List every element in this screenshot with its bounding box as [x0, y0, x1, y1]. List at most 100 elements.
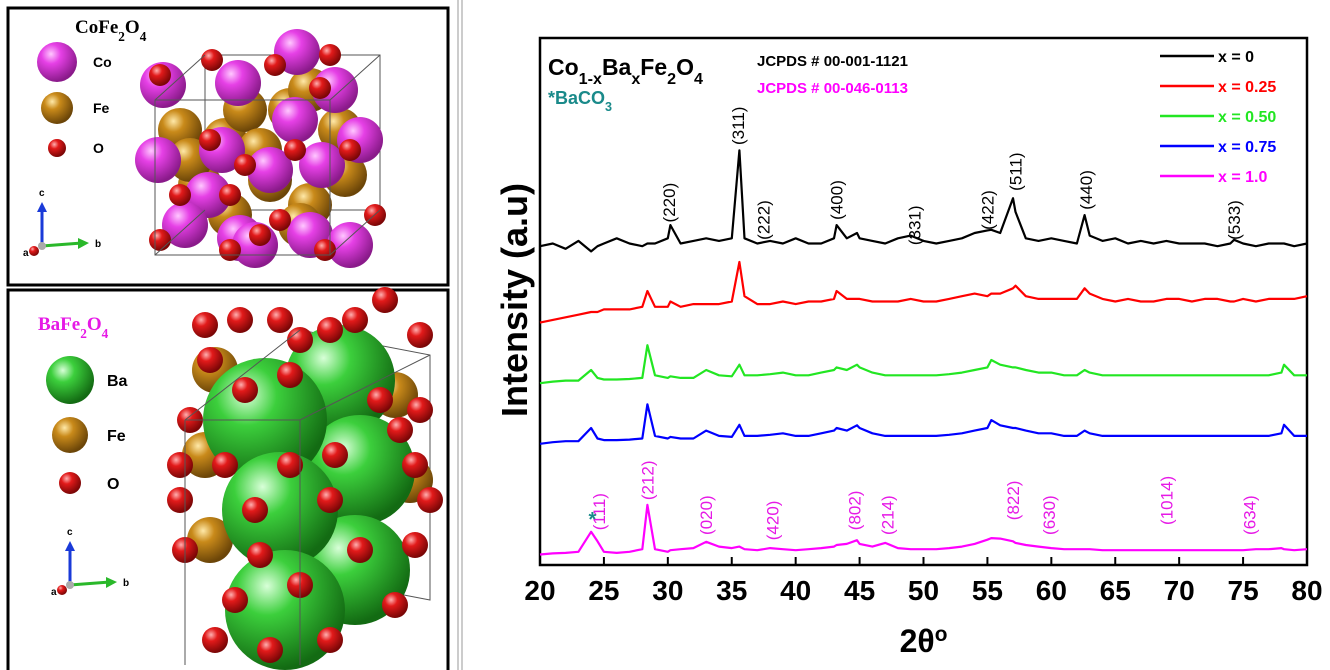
atom: [249, 224, 271, 246]
atom: [169, 184, 191, 206]
atom: [52, 417, 88, 453]
legend-label: O: [107, 476, 119, 493]
legend-label: Fe: [93, 100, 110, 116]
atom: [339, 139, 361, 161]
x-tick-label: 55: [972, 575, 1003, 606]
peak-label: (214): [879, 495, 898, 535]
atom: [347, 537, 373, 563]
atom: [287, 327, 313, 353]
atom: [234, 154, 256, 176]
atom: [407, 322, 433, 348]
atom: [257, 637, 283, 663]
atom: [319, 44, 341, 66]
peak-label: (422): [978, 190, 997, 230]
x-axis-label-part: o: [935, 623, 948, 646]
panel-title-part: 4: [140, 29, 147, 44]
reference: JCPDS # 00-001-1121: [757, 53, 908, 70]
panel-title-part: BaFe: [38, 314, 80, 335]
legend-label: x = 0.50: [1218, 109, 1276, 126]
xrd-line: [540, 505, 1307, 555]
atom: [167, 487, 193, 513]
atom: [269, 209, 291, 231]
x-tick-label: 65: [1100, 575, 1131, 606]
atom: [342, 307, 368, 333]
formula-part: x: [631, 70, 640, 88]
x-tick-label: 25: [588, 575, 619, 606]
peak-label: (802): [845, 491, 864, 531]
x-tick-label: 35: [716, 575, 747, 606]
atom: [212, 452, 238, 478]
atom: [402, 452, 428, 478]
formula-part: 1-x: [579, 70, 602, 88]
legend-label: x = 0.25: [1218, 79, 1276, 96]
atom: [57, 585, 67, 595]
atom: [167, 452, 193, 478]
peak-label: (1014): [1157, 476, 1176, 525]
legend-label: Co: [93, 54, 112, 70]
impurity-label-part: 3: [605, 100, 612, 114]
legend-label: Ba: [107, 373, 128, 390]
legend-label: O: [93, 140, 104, 156]
atom: [277, 452, 303, 478]
atom: [192, 312, 218, 338]
formula-part: 4: [694, 70, 703, 88]
atom: [277, 362, 303, 388]
legend-label: x = 0: [1218, 49, 1254, 66]
atom: [317, 487, 343, 513]
formula-part: Fe: [640, 54, 667, 80]
impurity-label-part: *BaCO: [548, 88, 605, 108]
formula-part: Ba: [602, 54, 632, 80]
axis-label: a: [23, 248, 29, 259]
panel-title-part: CoFe: [75, 17, 118, 38]
peak-label: (533): [1225, 200, 1244, 240]
atom: [372, 287, 398, 313]
atom: [382, 592, 408, 618]
axis-origin: [38, 242, 46, 250]
peak-label: (212): [638, 460, 657, 500]
atom: [232, 377, 258, 403]
atom: [247, 542, 273, 568]
atom: [197, 347, 223, 373]
axis-label: b: [123, 578, 129, 589]
atom: [29, 246, 39, 256]
axis-label: c: [39, 188, 45, 199]
x-tick-label: 60: [1036, 575, 1067, 606]
legend-label: Fe: [107, 428, 126, 445]
reference: JCPDS # 00-046-0113: [757, 80, 908, 97]
axis-label: c: [67, 527, 73, 538]
atom: [272, 97, 318, 143]
axis-label: b: [95, 239, 101, 250]
axis-label: a: [51, 587, 57, 598]
atom: [322, 442, 348, 468]
atom: [219, 184, 241, 206]
atom: [48, 139, 66, 157]
peak-label: (020): [697, 495, 716, 535]
peak-label: (420): [764, 501, 783, 541]
legend-label: x = 0.75: [1218, 139, 1276, 156]
atom: [135, 137, 181, 183]
formula-part: Co: [548, 54, 579, 80]
atom: [41, 92, 73, 124]
atom: [284, 139, 306, 161]
atom: [314, 239, 336, 261]
atom: [46, 356, 94, 404]
peak-label: (400): [828, 180, 847, 220]
legend-label: x = 1.0: [1218, 169, 1267, 186]
atom: [317, 317, 343, 343]
atom: [37, 42, 77, 82]
atom: [149, 229, 171, 251]
peak-label: (822): [1004, 481, 1023, 521]
x-tick-label: 50: [908, 575, 939, 606]
atom: [267, 307, 293, 333]
x-tick-label: 40: [780, 575, 811, 606]
x-axis-label-part: 2θ: [900, 623, 935, 659]
atom: [367, 387, 393, 413]
panel-title-part: O: [125, 17, 140, 38]
peak-label: (440): [1077, 170, 1096, 210]
atom: [199, 129, 221, 151]
atom: [222, 587, 248, 613]
xrd-line: [540, 345, 1307, 383]
axis-origin: [66, 581, 74, 589]
atom: [387, 417, 413, 443]
